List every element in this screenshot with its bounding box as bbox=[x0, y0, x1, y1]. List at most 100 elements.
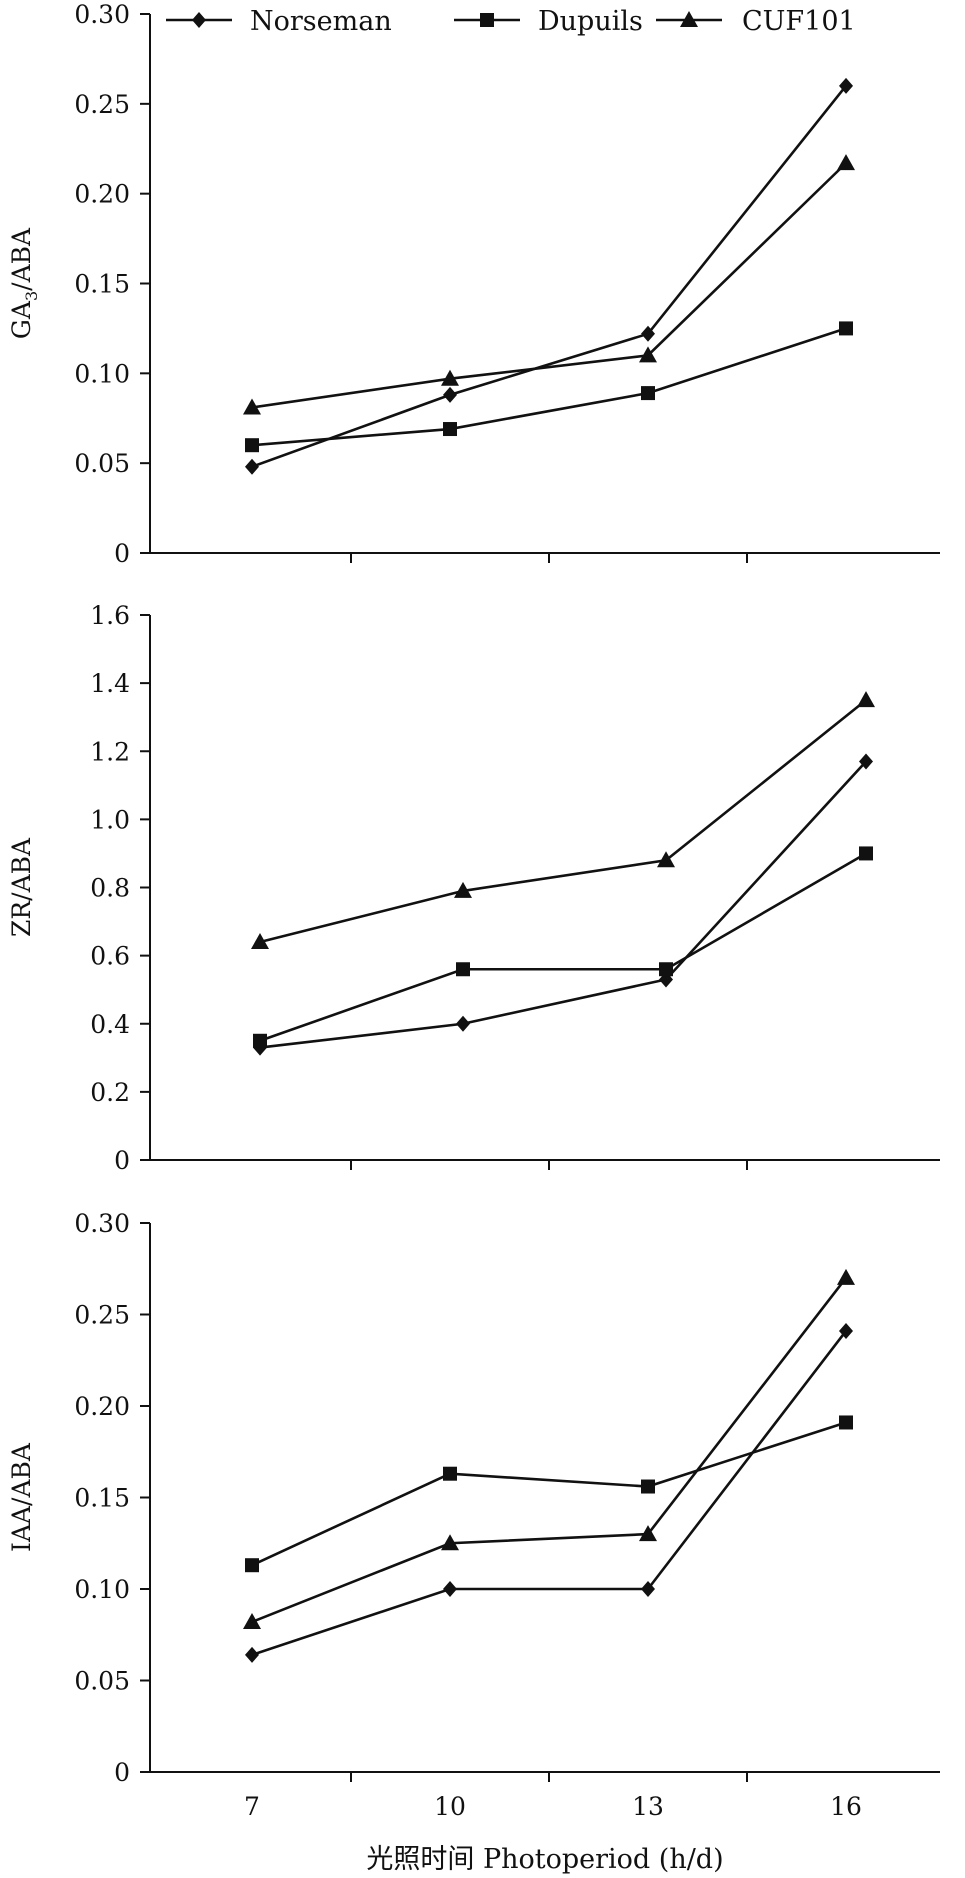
y-tick-label: 0 bbox=[114, 1758, 130, 1787]
data-point bbox=[243, 398, 261, 415]
panel-1: 0 0.05 0.10 0.15 0.20 0.25 0.30 GA3/ABA bbox=[7, 0, 940, 568]
panel-2: 0 0.2 0.4 0.6 0.8 1.0 1.2 1.4 1.6 ZR/ABA bbox=[7, 601, 940, 1175]
x-tick-label: 13 bbox=[632, 1792, 664, 1821]
data-point bbox=[839, 321, 853, 336]
data-point bbox=[443, 422, 457, 437]
y-axis-label: GA3/ABA bbox=[7, 227, 41, 339]
y-tick-label: 0.10 bbox=[74, 1575, 130, 1604]
y-tick-label: 0.20 bbox=[74, 180, 130, 209]
y-axis-label-main: IAA/ABA bbox=[7, 1442, 36, 1552]
data-point bbox=[245, 1558, 259, 1573]
y-tick-label: 0.15 bbox=[74, 1484, 130, 1513]
y-tick-label: 0.25 bbox=[74, 1301, 130, 1330]
series-line-dupuils bbox=[259, 852, 867, 1043]
series-line-norseman bbox=[251, 85, 848, 468]
data-point bbox=[441, 1534, 459, 1551]
y-axis-label: IAA/ABA bbox=[7, 1442, 36, 1552]
x-tick-labels: 7 10 13 16 bbox=[244, 1792, 862, 1821]
series-norseman bbox=[245, 1322, 853, 1663]
legend: Norseman Dupuils CUF101 bbox=[166, 6, 856, 37]
data-point bbox=[639, 346, 657, 363]
data-point bbox=[443, 1581, 457, 1597]
y-tick-label: 1.0 bbox=[90, 805, 130, 834]
y-tick-label: 0.05 bbox=[74, 449, 130, 478]
x-tick-label: 10 bbox=[434, 1792, 466, 1821]
legend-marker bbox=[480, 13, 494, 27]
data-point bbox=[839, 1322, 853, 1339]
data-point bbox=[839, 1415, 853, 1430]
series-norseman bbox=[245, 77, 853, 475]
data-point bbox=[245, 1646, 259, 1663]
y-tick-label: 1.4 bbox=[90, 669, 130, 698]
x-tick-label: 7 bbox=[244, 1792, 260, 1821]
legend-label: Dupuils bbox=[538, 6, 643, 37]
series-line-norseman bbox=[251, 1330, 848, 1657]
data-point bbox=[639, 1525, 657, 1542]
data-point bbox=[456, 962, 470, 977]
y-tick-label: 0.6 bbox=[90, 942, 130, 971]
y-tick-label: 1.2 bbox=[90, 737, 130, 766]
y-axis-label-rest: /ABA bbox=[7, 227, 36, 291]
legend-entry-cuf101: CUF101 bbox=[656, 6, 856, 37]
data-point bbox=[659, 962, 673, 977]
y-tick-label: 0.10 bbox=[74, 359, 130, 388]
x-axis-title: 光照时间 Photoperiod (h/d) bbox=[366, 1844, 723, 1875]
y-tick-label: 1.6 bbox=[90, 601, 130, 630]
y-tick-label: 0.30 bbox=[74, 0, 130, 29]
legend-entry-norseman: Norseman bbox=[166, 6, 392, 37]
legend-marker bbox=[680, 11, 698, 27]
data-point bbox=[251, 933, 269, 949]
y-tick-label: 0.20 bbox=[74, 1392, 130, 1421]
y-tick-label: 0.30 bbox=[74, 1209, 130, 1238]
legend-label: Norseman bbox=[250, 6, 392, 37]
data-point bbox=[857, 691, 875, 708]
data-point bbox=[641, 1581, 655, 1597]
series-line-cuf101 bbox=[259, 699, 867, 944]
data-point bbox=[443, 1466, 457, 1481]
series-cuf101 bbox=[251, 691, 875, 949]
series-cuf101 bbox=[243, 1268, 855, 1629]
series-dupuils bbox=[245, 1415, 853, 1573]
y-tick-label: 0.4 bbox=[90, 1010, 130, 1039]
y-tick-label: 0 bbox=[114, 1146, 130, 1175]
data-point bbox=[859, 846, 873, 861]
data-point bbox=[253, 1033, 267, 1048]
series-dupuils bbox=[253, 846, 873, 1048]
y-tick-label: 0.05 bbox=[74, 1667, 130, 1696]
legend-marker bbox=[192, 12, 206, 28]
series-dupuils bbox=[245, 321, 853, 453]
series-line-dupuils bbox=[251, 1421, 847, 1567]
data-point bbox=[641, 325, 655, 342]
data-point bbox=[839, 77, 853, 94]
series-line-cuf101 bbox=[251, 162, 847, 409]
y-tick-label: 0.25 bbox=[74, 90, 130, 119]
y-tick-label: 0.2 bbox=[90, 1078, 130, 1107]
y-tick-label: 0 bbox=[114, 539, 130, 568]
data-point bbox=[245, 458, 259, 475]
y-axis-label: ZR/ABA bbox=[7, 837, 36, 937]
y-axis-label-subscript: 3 bbox=[22, 291, 41, 301]
panel-3: 0 0.05 0.10 0.15 0.20 0.25 0.30 IAA/ABA bbox=[7, 1209, 940, 1787]
series-cuf101 bbox=[243, 154, 855, 415]
data-point bbox=[837, 154, 855, 171]
chart-panels: 00.050.100.150.200.250.30GA3/ABA00.20.40… bbox=[7, 0, 940, 1821]
data-point bbox=[443, 386, 457, 403]
data-point bbox=[454, 881, 472, 898]
y-axis-label-main: ZR/ABA bbox=[7, 837, 36, 937]
y-tick-label: 0.15 bbox=[74, 270, 130, 299]
series-line-norseman bbox=[259, 760, 867, 1049]
legend-entry-dupuils: Dupuils bbox=[454, 6, 643, 37]
data-point bbox=[657, 851, 675, 868]
series-line-dupuils bbox=[251, 327, 847, 447]
data-point bbox=[245, 438, 259, 453]
data-point bbox=[859, 753, 873, 770]
data-point bbox=[641, 386, 655, 401]
data-point bbox=[837, 1268, 855, 1285]
data-point bbox=[641, 1479, 655, 1494]
series-line-cuf101 bbox=[251, 1277, 848, 1624]
data-point bbox=[243, 1612, 261, 1629]
y-tick-label: 0.8 bbox=[90, 874, 130, 903]
data-point bbox=[456, 1015, 470, 1032]
legend-label: CUF101 bbox=[742, 6, 856, 37]
